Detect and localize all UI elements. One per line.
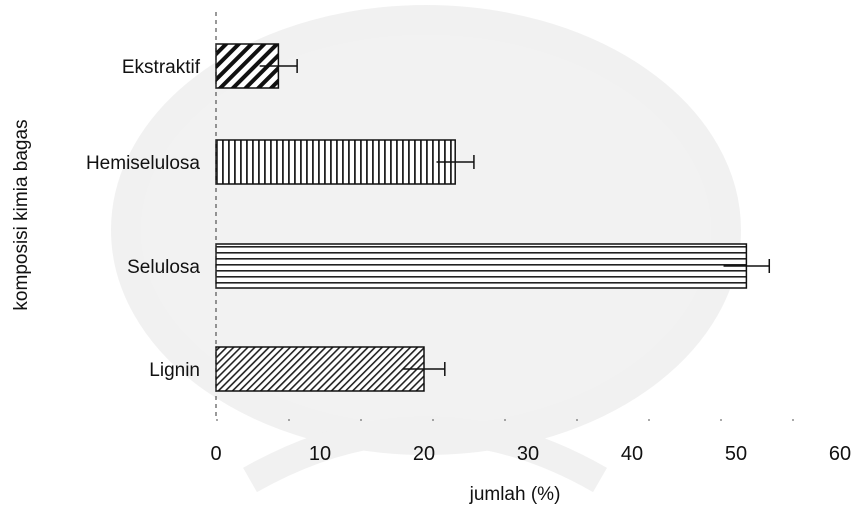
x-tick-label: 30 [517, 443, 539, 465]
category-label-ekstraktif: Ekstraktif [122, 57, 201, 78]
x-tick-label: 60 [829, 443, 851, 465]
error-bars [259, 59, 771, 376]
bar-hemiselulosa [215, 139, 456, 185]
category-label-lignin: Lignin [149, 360, 200, 381]
x-axis-title: jumlah (%) [469, 484, 561, 505]
category-labels: Ekstraktif Hemiselulosa Selulosa Lignin [86, 57, 201, 381]
x-tick-label: 10 [309, 443, 331, 465]
x-tick-label: 40 [621, 443, 643, 465]
bar-selulosa [215, 243, 748, 289]
category-label-selulosa: Selulosa [127, 257, 200, 278]
x-tick-label: 0 [210, 443, 221, 465]
x-tick-label: 20 [413, 443, 435, 465]
bar-lignin [215, 346, 425, 392]
y-axis-title: komposisi kimia bagas [11, 119, 32, 310]
x-tick-labels: 0 10 20 30 40 50 60 [210, 443, 851, 465]
x-tick-label: 50 [725, 443, 747, 465]
category-label-hemiselulosa: Hemiselulosa [86, 153, 200, 174]
